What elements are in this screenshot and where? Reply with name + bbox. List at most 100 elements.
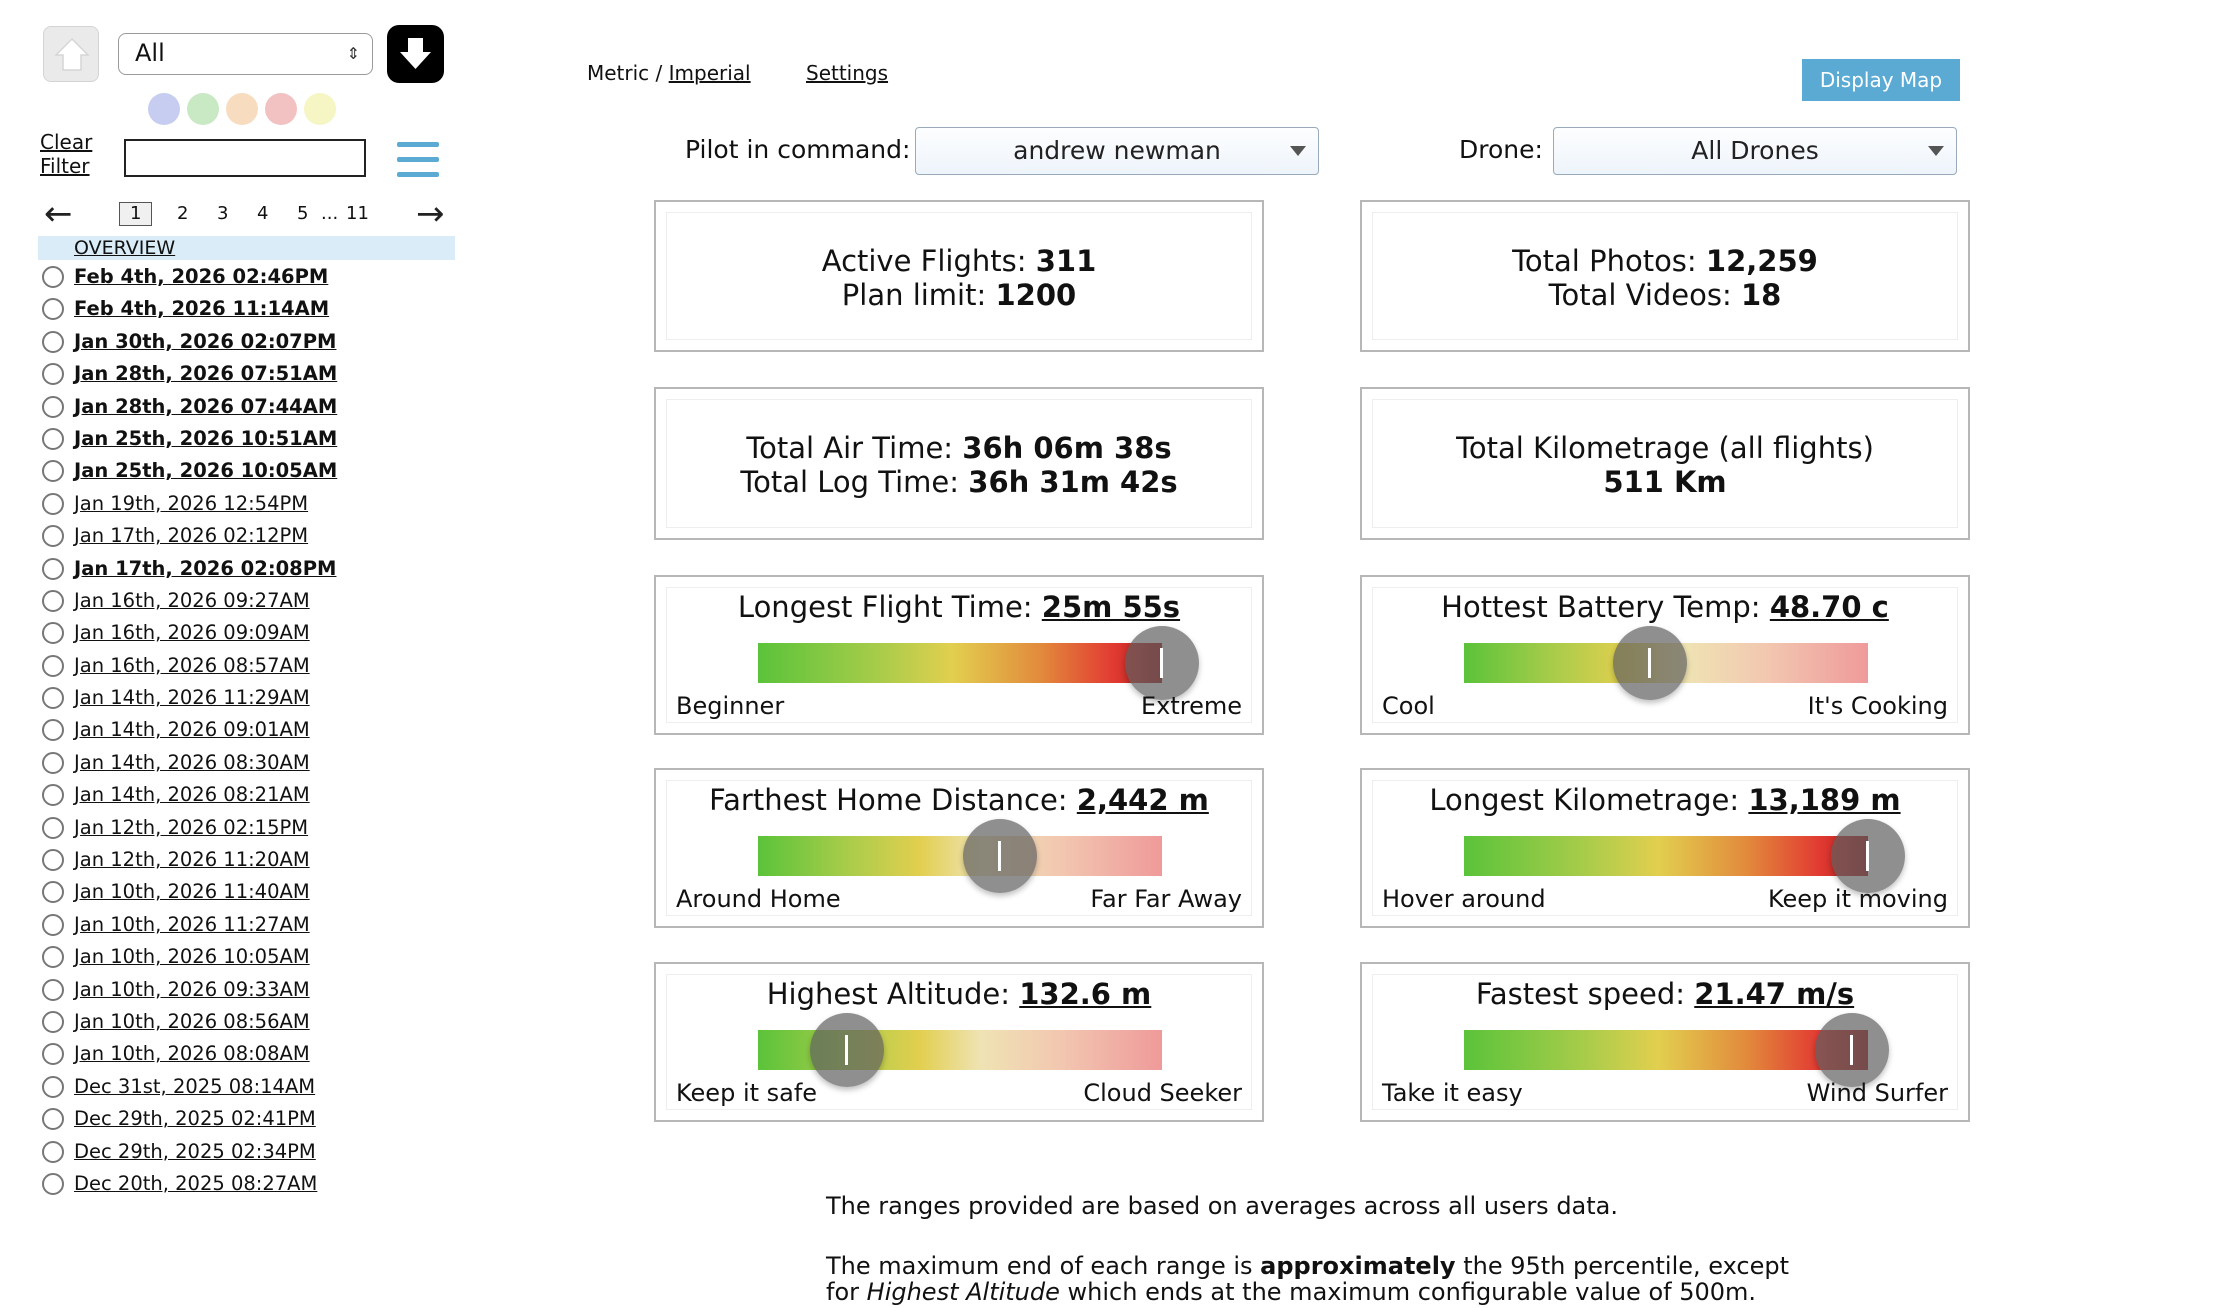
flight-select-radio[interactable] [42,946,64,969]
flight-list-item: Dec 29th, 2025 02:41PM [38,1104,458,1136]
flight-link[interactable]: Jan 14th, 2026 09:01AM [74,718,310,742]
flight-select-radio[interactable] [42,492,64,515]
flight-select-radio[interactable] [42,1140,64,1163]
flight-link[interactable]: Jan 17th, 2026 02:08PM [74,556,337,580]
flight-select-radio[interactable] [42,849,64,872]
flight-select-radio[interactable] [42,363,64,386]
flight-filter-select[interactable]: All ⇕ [118,33,373,75]
flight-link[interactable]: Jan 12th, 2026 02:15PM [74,815,309,839]
flight-select-radio[interactable] [42,460,64,483]
gauge-value-link[interactable]: 132.6 m [1019,977,1152,1011]
flight-link[interactable]: Jan 12th, 2026 11:20AM [74,848,310,872]
gauge-value-link[interactable]: 2,442 m [1076,783,1209,817]
flight-select-radio[interactable] [42,751,64,774]
flight-link[interactable]: Jan 10th, 2026 09:33AM [74,977,310,1001]
clear-filter-link[interactable]: Clear Filter [40,130,92,178]
gauge-value-link[interactable]: 21.47 m/s [1694,977,1855,1011]
flight-select-radio[interactable] [42,978,64,1001]
flight-link[interactable]: Dec 29th, 2025 02:34PM [74,1139,316,1163]
next-page-arrow-icon[interactable]: → [416,194,445,234]
flight-link[interactable]: Dec 31st, 2025 08:14AM [74,1074,316,1098]
flight-link[interactable]: Jan 28th, 2026 07:51AM [74,362,338,386]
flight-link[interactable]: Feb 4th, 2026 11:14AM [74,297,330,321]
flight-select-radio[interactable] [42,266,64,288]
flight-link[interactable]: Jan 19th, 2026 12:54PM [74,491,309,515]
color-filter-dot-red[interactable] [265,93,297,125]
flight-link[interactable]: Jan 30th, 2026 02:07PM [74,329,337,353]
color-filter-dot-blue[interactable] [148,93,180,125]
flight-select-radio[interactable] [42,298,64,321]
flight-select-radio[interactable] [42,395,64,418]
flight-select-radio[interactable] [42,1043,64,1066]
page-1[interactable]: 1 [119,202,153,226]
flight-select-radio[interactable] [42,654,64,677]
pilot-select[interactable]: andrew newman [915,127,1319,175]
flight-select-radio[interactable] [42,427,64,450]
flight-link[interactable]: Jan 14th, 2026 11:29AM [74,686,310,710]
flight-link[interactable]: Feb 4th, 2026 02:46PM [74,265,329,288]
download-button[interactable] [387,25,444,83]
flight-link[interactable]: Jan 25th, 2026 10:05AM [74,459,338,483]
flight-select-radio[interactable] [42,1075,64,1098]
flight-link[interactable]: Jan 16th, 2026 08:57AM [74,653,310,677]
flight-select-radio[interactable] [42,1010,64,1033]
flight-select-radio[interactable] [42,525,64,548]
gauge-low-label: Hover around [1382,885,1546,913]
flight-link[interactable]: Jan 17th, 2026 02:12PM [74,524,309,548]
flight-link[interactable]: Jan 10th, 2026 11:27AM [74,912,310,936]
flight-link[interactable]: Jan 14th, 2026 08:30AM [74,750,310,774]
overview-link[interactable]: OVERVIEW [74,237,176,259]
menu-icon[interactable] [397,142,439,178]
flight-link[interactable]: Jan 10th, 2026 08:08AM [74,1042,310,1066]
flight-link[interactable]: Jan 14th, 2026 08:21AM [74,783,310,807]
flight-link[interactable]: Jan 10th, 2026 10:05AM [74,945,310,969]
color-filter-dot-yellow[interactable] [304,93,336,125]
gauge-knob [1831,819,1905,893]
overview-item[interactable]: OVERVIEW [38,236,455,260]
drone-select-value: All Drones [1691,136,1819,165]
display-map-button[interactable]: Display Map [1802,59,1960,101]
ranges-note-line2: The maximum end of each range is approxi… [826,1250,1789,1282]
flight-select-radio[interactable] [42,881,64,904]
gauge-low-label: Beginner [676,692,785,720]
flight-select-radio[interactable] [42,784,64,807]
page-11[interactable]: 11 [346,203,369,224]
flight-link[interactable]: Dec 20th, 2025 08:27AM [74,1171,318,1195]
filter-text-input[interactable] [124,139,366,177]
prev-page-arrow-icon[interactable]: ← [44,194,73,234]
flight-link[interactable]: Jan 16th, 2026 09:09AM [74,621,310,645]
flight-select-radio[interactable] [42,1108,64,1131]
page-2[interactable]: 2 [177,203,189,224]
flight-select-radio[interactable] [42,622,64,645]
home-button[interactable] [43,26,99,82]
flight-link[interactable]: Jan 25th, 2026 10:51AM [74,426,338,450]
flight-select-radio[interactable] [42,589,64,612]
page-5[interactable]: 5 [297,203,309,224]
flight-select-radio[interactable] [42,719,64,742]
drone-select[interactable]: All Drones [1553,127,1957,175]
flight-select-radio[interactable] [42,816,64,839]
color-filter-dot-orange[interactable] [226,93,258,125]
flight-link[interactable]: Jan 16th, 2026 09:27AM [74,588,310,612]
gauge-value-link[interactable]: 25m 55s [1041,590,1181,624]
settings-link[interactable]: Settings [806,61,889,85]
flight-select-radio[interactable] [42,687,64,710]
flight-link[interactable]: Jan 10th, 2026 08:56AM [74,1009,310,1033]
flight-select-radio[interactable] [42,330,64,353]
flight-select-radio[interactable] [42,557,64,580]
page-4[interactable]: 4 [257,203,269,224]
flight-select-radio[interactable] [42,1172,64,1195]
flight-link[interactable]: Jan 28th, 2026 07:44AM [74,394,338,418]
color-filter-dot-green[interactable] [187,93,219,125]
flight-link[interactable]: Jan 10th, 2026 11:40AM [74,880,310,904]
gauge-value-link[interactable]: 48.70 c [1769,590,1889,624]
page-3[interactable]: 3 [217,203,229,224]
flight-select-radio[interactable] [42,913,64,936]
gauge-title: Longest Kilometrage: 13,189 m [1362,782,1968,818]
metric-option[interactable]: Metric [587,61,650,85]
gauge-title-label: Highest Altitude: [766,977,1011,1011]
imperial-link[interactable]: Imperial [668,61,751,85]
flight-link[interactable]: Dec 29th, 2025 02:41PM [74,1107,316,1131]
gauge-value-link[interactable]: 13,189 m [1748,783,1901,817]
kilometrage-card: Total Kilometrage (all flights) 511 Km [1360,387,1970,540]
